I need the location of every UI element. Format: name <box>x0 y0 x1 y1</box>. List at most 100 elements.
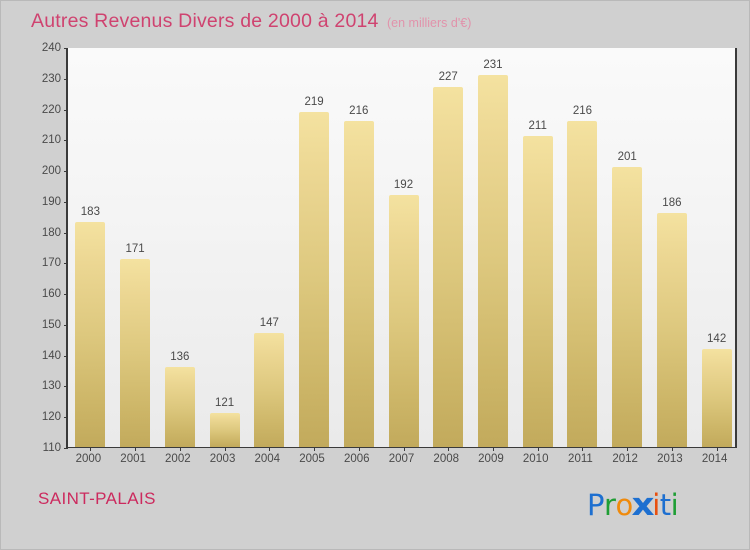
bar-value-label: 216 <box>572 104 593 117</box>
x-axis-tick-mark <box>314 447 316 451</box>
x-axis-tick-mark <box>90 447 92 451</box>
bar[interactable] <box>656 213 687 447</box>
x-axis-tick-mark <box>135 447 137 451</box>
x-axis-tick-mark <box>627 447 629 451</box>
y-axis-tick-mark <box>64 355 68 357</box>
y-axis-tick-label: 230 <box>41 72 61 85</box>
bar-value-label: 136 <box>170 351 190 363</box>
x-axis-tick-mark <box>671 447 673 451</box>
bar-value-label: 171 <box>125 243 145 256</box>
bar[interactable] <box>433 87 464 447</box>
bar[interactable] <box>120 259 151 447</box>
y-axis-tick-label: 130 <box>41 380 61 393</box>
logo-letter: o <box>615 488 633 522</box>
x-axis-tick-label: 2013 <box>657 453 683 465</box>
bar[interactable] <box>164 367 195 447</box>
bar[interactable] <box>299 111 330 447</box>
bar-value-label: 192 <box>393 178 414 191</box>
bar-value-label: 147 <box>259 317 279 330</box>
y-axis-tick-label: 240 <box>41 42 61 54</box>
y-axis-tick-label: 110 <box>42 442 61 454</box>
bar[interactable] <box>75 222 106 447</box>
y-axis-tick-mark <box>64 171 68 173</box>
bar[interactable] <box>701 348 732 447</box>
x-axis-tick-mark <box>179 447 181 451</box>
x-axis-tick-label: 2004 <box>254 453 281 465</box>
bar[interactable] <box>254 333 285 447</box>
y-axis-tick-label: 220 <box>41 103 61 116</box>
y-axis-tick-mark <box>64 78 68 80</box>
y-axis-tick-mark <box>64 448 68 449</box>
x-axis-tick-label: 2009 <box>478 453 504 465</box>
bar[interactable] <box>612 167 643 447</box>
bar[interactable] <box>388 194 419 447</box>
bar-value-label: 186 <box>662 197 682 210</box>
bar-value-label: 231 <box>483 58 503 71</box>
plot-wrapper: 183 171 136 121 147 219 216 192 227 231 211 216 201 1… <box>64 48 737 451</box>
y-axis-tick-mark <box>64 263 68 265</box>
bar-value-label: 201 <box>617 151 637 163</box>
x-axis-tick-label: 2002 <box>165 453 191 465</box>
x-axis-tick-label: 2006 <box>343 453 370 465</box>
x-axis-tick-label: 2010 <box>522 453 549 465</box>
bar[interactable] <box>522 136 553 447</box>
x-axis-tick-label: 2001 <box>120 453 146 465</box>
y-axis-tick-label: 210 <box>41 134 61 147</box>
page-title: Autres Revenus Divers de 2000 à 2014 <box>31 10 379 32</box>
logo-letter: r <box>604 488 616 522</box>
x-axis-tick-mark <box>224 447 226 451</box>
y-axis-tick-mark <box>64 109 68 111</box>
x-axis-tick-label: 2003 <box>209 453 236 465</box>
logo-letter: x <box>631 487 654 523</box>
y-axis-tick-label: 170 <box>41 257 61 270</box>
x-axis-tick-label: 2011 <box>568 453 593 465</box>
chart-subtitle-units: (en milliers d'€) <box>387 16 472 30</box>
x-axis-tick-label: 2005 <box>299 453 325 465</box>
bar-value-label: 121 <box>214 397 235 410</box>
x-axis-tick-mark <box>492 447 494 451</box>
x-axis-tick-mark <box>582 447 584 451</box>
y-axis-tick-label: 200 <box>41 165 61 178</box>
y-axis-tick-mark <box>64 48 68 49</box>
y-axis-tick-label: 150 <box>41 318 61 331</box>
logo-letter: t <box>659 488 671 522</box>
chart-footer: SAINT-PALAIS Proxiti <box>1 471 749 549</box>
x-axis-tick-label: 2008 <box>433 453 460 465</box>
bar[interactable] <box>209 413 240 447</box>
x-axis-tick-mark <box>537 447 539 451</box>
bar-value-label: 211 <box>528 120 547 133</box>
y-axis-tick-mark <box>64 294 68 296</box>
bar[interactable] <box>567 120 598 447</box>
y-axis-tick-label: 140 <box>41 349 61 362</box>
bar-value-label: 183 <box>80 206 100 219</box>
x-axis-tick-mark <box>403 447 405 451</box>
proxiti-logo[interactable]: Proxiti <box>587 487 679 523</box>
commune-name: SAINT-PALAIS <box>38 489 156 508</box>
y-axis-tick-label: 160 <box>41 288 61 301</box>
x-axis-tick-mark <box>716 447 718 451</box>
y-axis-tick-mark <box>64 201 68 203</box>
x-axis-tick-mark <box>448 447 450 451</box>
bar-value-label: 219 <box>304 95 324 108</box>
bar[interactable] <box>343 120 374 447</box>
chart-header: Autres Revenus Divers de 2000 à 2014 (en… <box>1 1 749 43</box>
x-axis-tick-mark <box>358 447 360 451</box>
x-axis-tick-label: 2000 <box>75 453 102 465</box>
bar-value-label: 227 <box>438 71 458 83</box>
x-axis-tick-label: 2007 <box>388 453 415 465</box>
y-axis-tick-mark <box>64 232 68 234</box>
logo-letter: i <box>652 488 660 522</box>
y-axis-tick-mark <box>64 417 68 419</box>
y-axis-labels: 110 120 130 140 150 160 170 180 190 200 210 220 230 2… <box>13 42 61 454</box>
y-axis-tick-label: 120 <box>41 411 61 424</box>
y-axis-tick-label: 190 <box>41 195 61 208</box>
y-axis-tick-mark <box>64 386 68 388</box>
y-axis-tick-label: 180 <box>41 226 61 239</box>
y-axis-tick-mark <box>64 324 68 326</box>
bar-value-label: 216 <box>349 104 369 117</box>
bar[interactable] <box>477 74 508 447</box>
plot-area: 183 171 136 121 147 219 216 192 227 231 211 216 201 1… <box>64 48 737 451</box>
logo-letter: i <box>670 488 679 522</box>
bar-value-label: 142 <box>707 332 727 345</box>
